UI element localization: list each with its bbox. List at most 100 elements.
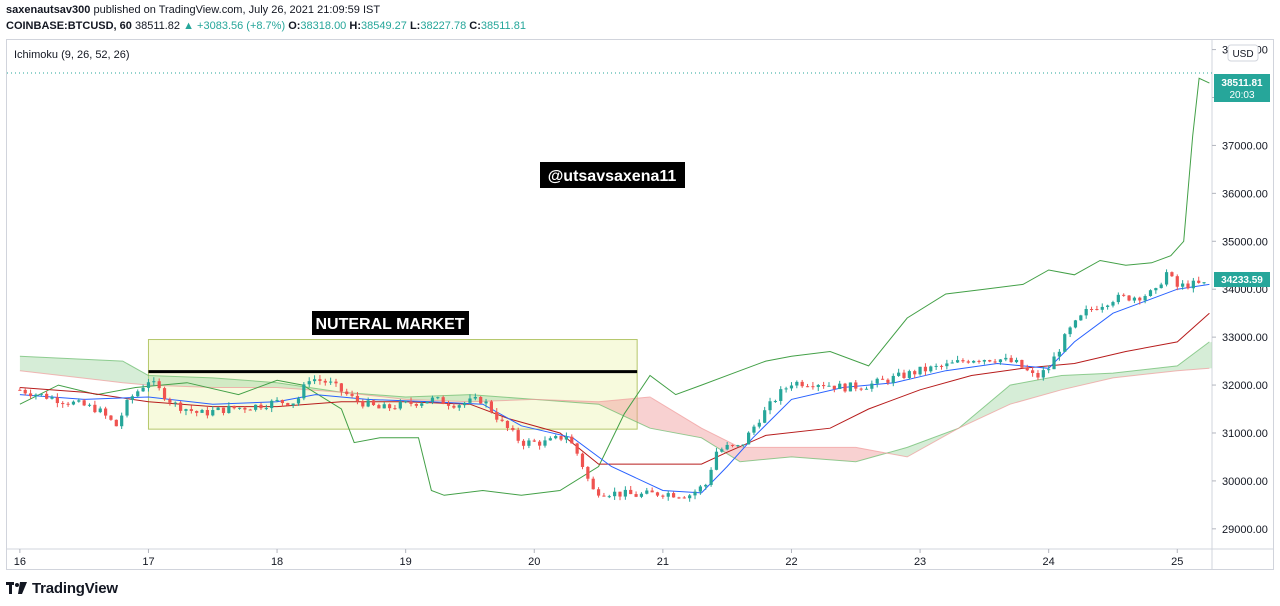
candle-down bbox=[650, 490, 654, 493]
candle-up bbox=[50, 397, 54, 399]
candle-up bbox=[795, 381, 799, 386]
candle-up bbox=[152, 381, 156, 383]
indicator-label[interactable]: Ichimoku (9, 26, 52, 26) bbox=[14, 49, 130, 61]
candle-down bbox=[446, 404, 451, 406]
candle-down bbox=[602, 495, 606, 497]
candle-up bbox=[741, 444, 745, 446]
candle-up bbox=[907, 371, 911, 378]
candle-up bbox=[714, 451, 719, 470]
candle-up bbox=[838, 383, 842, 390]
candle-down bbox=[1031, 370, 1035, 373]
candle-up bbox=[120, 415, 124, 427]
candle-down bbox=[843, 383, 847, 392]
candle-down bbox=[55, 397, 59, 404]
candle-down bbox=[334, 381, 338, 384]
candle-down bbox=[629, 489, 633, 495]
candle-down bbox=[913, 371, 917, 375]
candle-up bbox=[216, 407, 220, 411]
x-tick-label: 21 bbox=[657, 556, 669, 568]
candle-down bbox=[345, 391, 349, 395]
candle-up bbox=[757, 422, 761, 427]
candle-up bbox=[1014, 359, 1019, 363]
author-name[interactable]: saxenautsav300 bbox=[6, 4, 91, 16]
candle-up bbox=[329, 381, 333, 383]
candle-down bbox=[103, 408, 108, 416]
high-label: H: bbox=[349, 20, 361, 32]
candle-up bbox=[950, 362, 954, 364]
candle-up bbox=[548, 438, 552, 441]
chart-header: saxenautsav300 published on TradingView.… bbox=[6, 2, 1274, 34]
candle-up bbox=[71, 401, 76, 405]
candle-up bbox=[527, 440, 531, 446]
candle-up bbox=[955, 360, 960, 363]
candle-up bbox=[929, 366, 933, 372]
candle-down bbox=[559, 436, 563, 440]
y-tick-label: 35000.00 bbox=[1222, 236, 1268, 248]
candle-down bbox=[361, 401, 365, 407]
candle-up bbox=[404, 401, 408, 403]
candle-down bbox=[168, 399, 172, 403]
candle-down bbox=[1036, 372, 1040, 378]
candle-up bbox=[270, 400, 274, 409]
candle-up bbox=[87, 404, 92, 406]
candle-up bbox=[1068, 327, 1072, 335]
x-tick-label: 20 bbox=[528, 556, 540, 568]
candle-up bbox=[291, 403, 295, 406]
candle-up bbox=[200, 409, 204, 413]
candle-up bbox=[312, 379, 317, 382]
candle-down bbox=[393, 408, 397, 410]
candle-down bbox=[575, 443, 579, 454]
candle-up bbox=[1148, 290, 1153, 297]
publish-info: saxenautsav300 published on TradingView.… bbox=[6, 2, 1274, 18]
high-value: 38549.27 bbox=[360, 20, 407, 32]
currency-badge[interactable] bbox=[1227, 44, 1259, 62]
candle-up bbox=[307, 381, 311, 385]
candle-up bbox=[982, 360, 986, 362]
candle-down bbox=[596, 489, 601, 496]
candle-down bbox=[23, 389, 27, 394]
candle-down bbox=[441, 397, 445, 405]
candle-up bbox=[211, 410, 215, 416]
candle-up bbox=[173, 402, 177, 404]
candle-up bbox=[779, 389, 783, 401]
ichimoku-lines bbox=[19, 77, 1210, 496]
candle-down bbox=[409, 401, 413, 404]
cloud-bearish bbox=[536, 397, 885, 462]
candle-up bbox=[420, 403, 424, 406]
candle-up bbox=[146, 382, 151, 388]
open-label: O: bbox=[288, 20, 301, 32]
candle-down bbox=[586, 466, 590, 479]
candle-down bbox=[1009, 357, 1013, 363]
cloud-bullish bbox=[887, 341, 1212, 457]
chart-frame[interactable] bbox=[6, 39, 1274, 570]
candle-up bbox=[77, 400, 81, 402]
kijun-tag-value: 34233.59 bbox=[1221, 275, 1263, 286]
symbol-name[interactable]: COINBASE:BTCUSD, 60 bbox=[6, 20, 132, 32]
candle-up bbox=[39, 393, 43, 395]
candle-up bbox=[457, 405, 461, 408]
candle-up bbox=[1084, 308, 1088, 316]
candle-up bbox=[891, 375, 895, 383]
axes: 29000.00 30000.00 31000.00 32000.00 33000.00… bbox=[14, 45, 1268, 568]
candle-down bbox=[318, 379, 322, 381]
y-tick-label: 31000.00 bbox=[1222, 428, 1268, 440]
candle-up bbox=[693, 491, 697, 496]
candle-down bbox=[532, 440, 536, 442]
close-value: 38511.81 bbox=[480, 20, 526, 32]
candle-down bbox=[82, 400, 86, 406]
candle-down bbox=[221, 407, 226, 414]
candle-down bbox=[1089, 308, 1094, 310]
x-tick-label: 23 bbox=[914, 556, 926, 568]
candle-up bbox=[1100, 306, 1104, 310]
candle-up bbox=[1111, 302, 1115, 306]
candle-down bbox=[682, 497, 686, 499]
low-value: 38227.78 bbox=[420, 20, 467, 32]
price-change: ▲ +3083.56 (+8.7%) bbox=[183, 20, 286, 32]
tradingview-logo-icon bbox=[6, 581, 27, 594]
candle-down bbox=[1025, 367, 1029, 371]
candle-down bbox=[886, 379, 890, 383]
annotation-bg bbox=[312, 311, 469, 335]
candle-down bbox=[671, 493, 676, 498]
candle-up bbox=[784, 388, 788, 390]
